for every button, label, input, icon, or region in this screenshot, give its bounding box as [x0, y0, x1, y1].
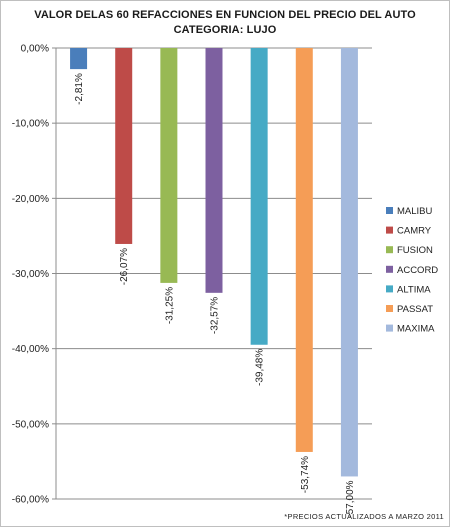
bar-fusion — [160, 48, 178, 283]
y-tick-label: -40,00% — [12, 344, 49, 355]
legend-swatch — [386, 305, 393, 312]
legend-label: ALTIMA — [397, 284, 431, 295]
data-label: -57,00% — [345, 480, 356, 517]
legend-label: MALIBU — [397, 206, 433, 217]
data-label: -32,57% — [210, 297, 221, 334]
bar-maxima — [340, 48, 358, 477]
legend-label: FUSION — [397, 245, 433, 256]
chart-subtitle: CATEGORIA: LUJO — [173, 24, 277, 36]
footnote: *PRECIOS ACTUALIZADOS A MARZO 2011 — [284, 512, 444, 521]
chart-title: VALOR DELAS 60 REFACCIONES EN FUNCION DE… — [34, 9, 416, 21]
legend-swatch — [386, 265, 393, 273]
bar-camry — [115, 48, 133, 244]
y-tick-label: -10,00% — [12, 119, 49, 130]
data-label: -26,07% — [119, 248, 130, 285]
legend-label: CAMRY — [397, 226, 432, 237]
data-label: -39,48% — [255, 349, 266, 386]
y-tick-label: -20,00% — [12, 194, 49, 205]
y-tick-label: -50,00% — [12, 419, 49, 430]
bar-malibu — [70, 48, 88, 70]
y-tick-label: -60,00% — [12, 495, 49, 506]
legend-swatch — [386, 324, 393, 332]
legend-label: ACCORD — [397, 265, 438, 276]
legend-label: PASSAT — [397, 304, 433, 315]
legend-label: MAXIMA — [397, 324, 435, 335]
y-tick-label: -30,00% — [12, 269, 49, 280]
y-tick-label: 0,00% — [21, 44, 49, 55]
data-label: -31,25% — [164, 287, 175, 324]
bar-passat — [295, 48, 313, 452]
legend-swatch — [386, 226, 393, 234]
data-label: -53,74% — [300, 456, 311, 493]
bar-accord — [205, 48, 223, 293]
legend-swatch — [386, 285, 393, 293]
legend-swatch — [386, 207, 393, 214]
legend-swatch — [386, 246, 393, 254]
data-label: -2,81% — [74, 73, 85, 105]
bar-altima — [250, 48, 268, 345]
